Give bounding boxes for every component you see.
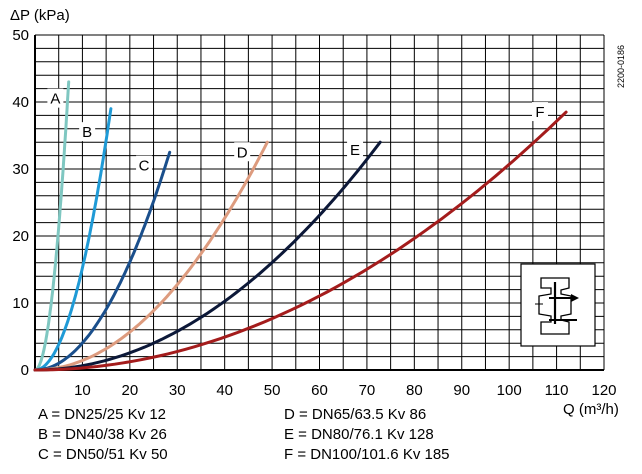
curve-label-a: A — [50, 91, 60, 108]
legend-item-c: C = DN50/51 Kv 50 — [38, 446, 168, 463]
legend-item-f: F = DN100/101.6 Kv 185 — [284, 446, 450, 463]
x-axis-label: Q (m³/h) — [563, 401, 619, 418]
x-tick-label: 40 — [216, 382, 233, 399]
x-tick-label: 70 — [359, 382, 376, 399]
curve-labels: A B C D E F — [47, 88, 548, 175]
curve-label-bg-d — [234, 142, 251, 162]
legend-item-e: E = DN80/76.1 Kv 128 — [284, 426, 434, 443]
curve-label-d: D — [237, 144, 248, 161]
figure-code: 2200-0186 — [616, 45, 626, 88]
curve-label-bg-b — [79, 122, 96, 142]
grid — [34, 34, 605, 371]
curve-a — [33, 80, 71, 372]
curve-label-e: E — [350, 142, 360, 159]
x-tick-label: 20 — [121, 382, 138, 399]
x-tick-label: 50 — [264, 382, 281, 399]
x-tick-label: 90 — [453, 382, 470, 399]
curves — [33, 80, 568, 372]
curve-label-bg-f — [531, 102, 548, 122]
curve-label-f: F — [535, 104, 544, 121]
curve-e — [33, 140, 382, 372]
y-tick-label: 0 — [21, 362, 29, 379]
curve-label-bg-c — [136, 155, 153, 175]
y-axis-label: ΔP (kPa) — [10, 7, 70, 24]
y-tick-label: 20 — [12, 228, 29, 245]
curve-label-bg-e — [347, 140, 364, 160]
legend-item-b: B = DN40/38 Kv 26 — [38, 426, 167, 443]
x-tick-label: 30 — [169, 382, 186, 399]
curve-d — [33, 140, 269, 372]
tick-labels: 10 20 30 40 50 60 70 80 90 100 110 120 0 10 20 30 40 50 — [12, 27, 616, 399]
y-tick-label: 40 — [12, 94, 29, 111]
curve-c — [33, 150, 172, 372]
curve-label-c: C — [139, 158, 150, 175]
curve-label-bg-a — [47, 88, 64, 108]
y-tick-label: 10 — [12, 295, 29, 312]
x-tick-label: 110 — [545, 382, 569, 399]
curve-b — [33, 107, 113, 372]
x-tick-label: 120 — [591, 382, 616, 399]
y-tick-label: 30 — [12, 161, 29, 178]
legend-item-d: D = DN65/63.5 Kv 86 — [284, 406, 427, 423]
curve-f — [33, 110, 568, 372]
valve-icon — [520, 263, 596, 347]
y-tick-label: 50 — [12, 27, 29, 44]
axes — [34, 35, 604, 371]
x-tick-label: 80 — [406, 382, 423, 399]
x-tick-label: 10 — [74, 382, 91, 399]
legend-item-a: A = DN25/25 Kv 12 — [38, 406, 166, 423]
x-tick-label: 100 — [497, 382, 522, 399]
curve-label-b: B — [82, 124, 92, 141]
x-tick-label: 60 — [311, 382, 328, 399]
